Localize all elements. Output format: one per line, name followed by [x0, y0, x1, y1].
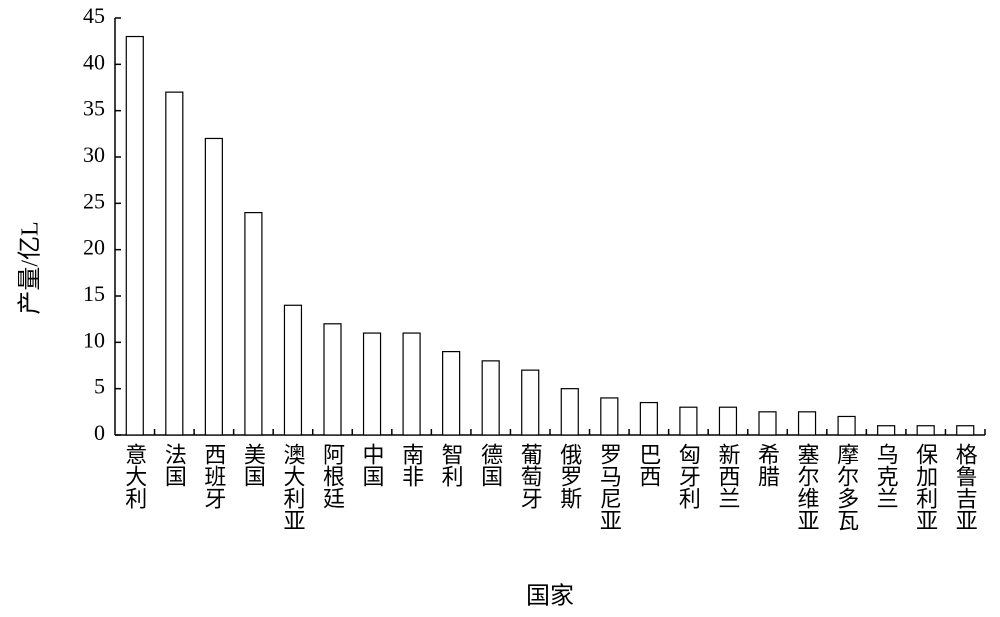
bar — [362, 332, 382, 436]
x-tick-label: 格鲁吉亚 — [953, 443, 978, 531]
y-tick-label: 20 — [83, 235, 105, 260]
y-tick-label: 40 — [83, 49, 105, 74]
y-tick-label: 15 — [83, 281, 105, 306]
bar — [165, 91, 184, 436]
bar — [442, 351, 461, 436]
bar — [956, 425, 975, 436]
y-tick-label: 5 — [94, 374, 105, 399]
bar — [837, 415, 856, 436]
x-tick-label: 新西兰 — [715, 443, 740, 509]
bar — [283, 304, 303, 436]
bar — [639, 401, 658, 436]
bar — [521, 369, 540, 436]
x-tick-label: 俄罗斯 — [557, 443, 582, 509]
x-tick-label: 中国 — [360, 443, 385, 487]
x-tick-label: 摩尔多瓦 — [834, 443, 859, 531]
x-tick-label: 南非 — [399, 443, 424, 487]
bar — [916, 425, 935, 436]
x-tick-label: 匈牙利 — [676, 443, 701, 509]
bar — [797, 411, 817, 436]
x-tick-label: 法国 — [162, 443, 187, 487]
x-tick-label: 希腊 — [755, 443, 780, 487]
bar — [481, 360, 500, 436]
x-tick-label: 罗马尼亚 — [597, 443, 622, 531]
y-tick-label: 25 — [83, 188, 105, 213]
x-tick-label: 美国 — [241, 443, 266, 487]
x-axis-label: 国家 — [526, 583, 574, 610]
x-tick-label: 西班牙 — [201, 443, 226, 509]
x-tick-label: 巴西 — [636, 443, 661, 487]
bar — [600, 397, 619, 436]
x-tick-label: 澳大利亚 — [280, 443, 305, 531]
bar — [718, 406, 738, 436]
x-tick-label: 德国 — [478, 443, 503, 487]
x-tick-label: 意大利 — [122, 443, 147, 509]
bar — [204, 137, 223, 436]
x-tick-label: 乌克兰 — [874, 443, 899, 509]
x-tick-label: 葡萄牙 — [518, 443, 543, 509]
y-tick-label: 10 — [83, 327, 105, 352]
y-tick-label: 35 — [83, 96, 105, 121]
bar — [758, 411, 777, 436]
y-axis-label: 产量/亿L — [17, 221, 44, 314]
x-tick-label: 保加利亚 — [913, 443, 938, 531]
y-tick-label: 0 — [94, 420, 105, 445]
bar — [560, 388, 579, 436]
bar — [323, 323, 342, 436]
bar — [244, 212, 263, 436]
y-tick-label: 45 — [83, 3, 105, 28]
y-tick-label: 30 — [83, 142, 105, 167]
x-tick-label: 阿根廷 — [320, 443, 345, 509]
bar — [877, 425, 896, 436]
bar — [679, 406, 698, 436]
x-tick-label: 智利 — [439, 443, 464, 487]
bar — [125, 35, 144, 436]
bar — [402, 332, 421, 436]
x-tick-label: 塞尔维亚 — [795, 443, 820, 531]
